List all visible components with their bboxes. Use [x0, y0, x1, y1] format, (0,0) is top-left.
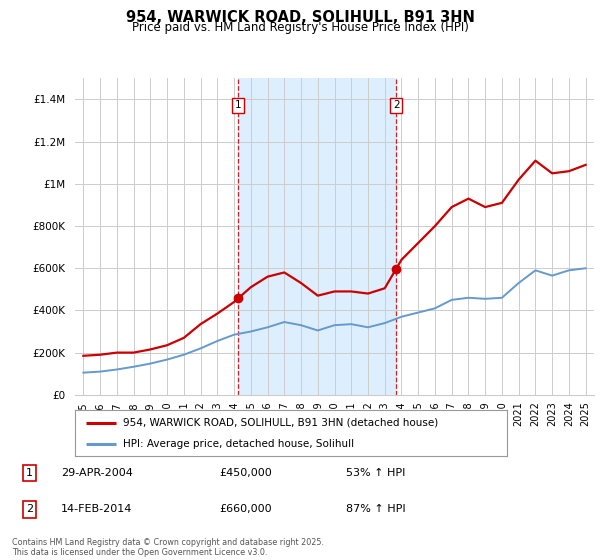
- Text: 87% ↑ HPI: 87% ↑ HPI: [346, 505, 406, 515]
- Text: 53% ↑ HPI: 53% ↑ HPI: [346, 468, 406, 478]
- Text: 954, WARWICK ROAD, SOLIHULL, B91 3HN (detached house): 954, WARWICK ROAD, SOLIHULL, B91 3HN (de…: [122, 418, 438, 428]
- Text: HPI: Average price, detached house, Solihull: HPI: Average price, detached house, Soli…: [122, 439, 353, 449]
- Text: £450,000: £450,000: [220, 468, 272, 478]
- Text: Price paid vs. HM Land Registry's House Price Index (HPI): Price paid vs. HM Land Registry's House …: [131, 21, 469, 34]
- Text: £660,000: £660,000: [220, 505, 272, 515]
- Text: 2: 2: [393, 100, 400, 110]
- Text: 1: 1: [235, 100, 241, 110]
- Bar: [238, 78, 396, 395]
- Text: 14-FEB-2014: 14-FEB-2014: [61, 505, 133, 515]
- Text: 29-APR-2004: 29-APR-2004: [61, 468, 133, 478]
- Text: Contains HM Land Registry data © Crown copyright and database right 2025.
This d: Contains HM Land Registry data © Crown c…: [12, 538, 324, 557]
- Text: 1: 1: [26, 468, 33, 478]
- Text: 2: 2: [26, 505, 33, 515]
- Text: 954, WARWICK ROAD, SOLIHULL, B91 3HN: 954, WARWICK ROAD, SOLIHULL, B91 3HN: [125, 10, 475, 25]
